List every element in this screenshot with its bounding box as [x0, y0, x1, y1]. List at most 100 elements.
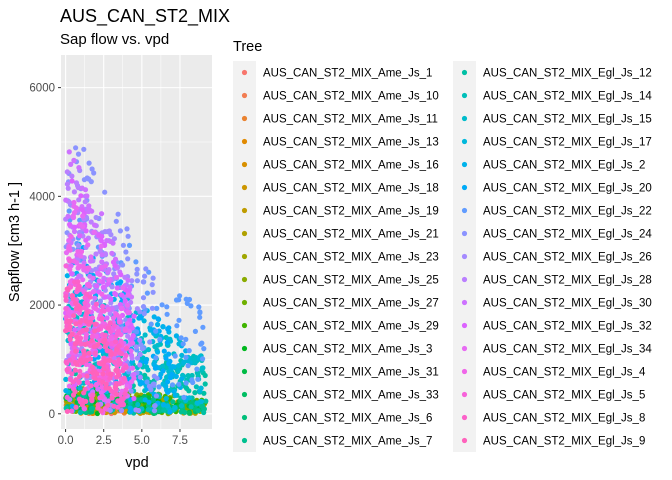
data-point — [90, 275, 96, 281]
data-point — [119, 351, 125, 357]
data-point — [172, 392, 178, 398]
data-point — [97, 298, 103, 304]
y-tick-label: 6000 — [29, 83, 55, 95]
data-point — [156, 408, 163, 414]
legend-item: AUS_CAN_ST2_MIX_Ame_Js_33 — [233, 383, 439, 406]
data-point — [144, 379, 150, 385]
data-point — [126, 242, 133, 248]
data-point — [83, 332, 89, 338]
legend-label: AUS_CAN_ST2_MIX_Egl_Js_22 — [483, 206, 652, 218]
data-point — [155, 349, 161, 355]
data-point — [198, 341, 204, 347]
data-point — [150, 381, 156, 387]
legend-item: AUS_CAN_ST2_MIX_Ame_Js_1 — [233, 61, 432, 84]
data-point — [71, 199, 77, 206]
data-point — [77, 319, 83, 325]
data-point — [69, 293, 76, 299]
data-point — [123, 387, 129, 393]
data-point — [80, 213, 86, 219]
data-point — [71, 189, 77, 195]
data-point — [89, 338, 95, 344]
data-point — [83, 398, 89, 404]
data-point — [115, 330, 121, 336]
data-point — [73, 404, 79, 410]
legend-item: AUS_CAN_ST2_MIX_Egl_Js_14 — [453, 84, 652, 107]
data-point — [73, 377, 79, 383]
data-point — [63, 359, 69, 365]
data-point — [150, 289, 156, 295]
data-point — [111, 236, 117, 242]
legend-marker — [241, 184, 248, 191]
legend-marker — [461, 138, 468, 145]
legend-label: AUS_CAN_ST2_MIX_Ame_Js_31 — [263, 367, 439, 379]
data-point — [86, 160, 92, 166]
data-point — [181, 359, 187, 365]
data-point — [127, 409, 134, 415]
data-point — [148, 387, 154, 393]
data-point — [83, 318, 90, 325]
legend-label: AUS_CAN_ST2_MIX_Egl_Js_9 — [483, 436, 645, 448]
data-point — [115, 398, 121, 404]
data-point — [79, 248, 85, 255]
data-point — [201, 409, 207, 416]
data-point — [160, 324, 166, 330]
data-point — [96, 278, 102, 284]
legend-label: AUS_CAN_ST2_MIX_Egl_Js_17 — [483, 137, 652, 149]
data-point — [199, 365, 205, 371]
legend-marker — [241, 69, 248, 76]
data-point — [69, 408, 75, 414]
data-point — [64, 286, 70, 292]
data-point — [145, 347, 152, 353]
data-point — [117, 392, 123, 398]
data-point — [73, 305, 79, 312]
data-point — [163, 395, 169, 402]
data-point — [64, 367, 70, 373]
legend-item: AUS_CAN_ST2_MIX_Ame_Js_19 — [233, 199, 439, 222]
legend-label: AUS_CAN_ST2_MIX_Ame_Js_16 — [263, 160, 439, 172]
data-point — [87, 207, 93, 213]
legend-label: AUS_CAN_ST2_MIX_Egl_Js_34 — [483, 344, 652, 356]
data-point — [92, 321, 98, 327]
data-point — [106, 277, 112, 283]
data-point — [77, 221, 83, 227]
data-point — [86, 176, 92, 182]
data-point — [157, 336, 163, 342]
data-point — [155, 316, 161, 322]
legend-label: AUS_CAN_ST2_MIX_Egl_Js_20 — [483, 183, 652, 195]
data-point — [68, 234, 74, 240]
data-point — [176, 297, 182, 303]
data-point — [143, 266, 149, 272]
legend-item: AUS_CAN_ST2_MIX_Ame_Js_25 — [233, 268, 439, 291]
data-point — [179, 376, 185, 382]
data-point — [107, 238, 113, 244]
legend-item: AUS_CAN_ST2_MIX_Ame_Js_3 — [233, 337, 432, 360]
data-point — [96, 360, 102, 366]
data-point — [75, 185, 81, 191]
data-point — [64, 394, 70, 400]
legend-marker — [461, 391, 468, 398]
data-point — [86, 350, 92, 356]
legend-marker — [461, 276, 468, 283]
data-point — [71, 157, 77, 163]
legend-item: AUS_CAN_ST2_MIX_Egl_Js_5 — [453, 383, 645, 406]
data-point — [85, 265, 91, 271]
data-point — [169, 382, 176, 388]
data-point — [201, 390, 207, 396]
data-point — [181, 394, 187, 400]
data-point — [112, 290, 118, 297]
data-point — [94, 410, 100, 417]
data-point — [99, 259, 105, 265]
data-point — [140, 304, 147, 310]
legend-label: AUS_CAN_ST2_MIX_Egl_Js_8 — [483, 413, 645, 425]
legend-label: AUS_CAN_ST2_MIX_Egl_Js_32 — [483, 321, 652, 333]
legend-marker — [241, 161, 248, 168]
data-point — [108, 232, 114, 238]
data-point — [95, 341, 101, 348]
data-point — [76, 273, 82, 279]
data-point — [176, 363, 182, 369]
data-point — [194, 366, 200, 372]
data-point — [100, 284, 106, 290]
data-point — [67, 336, 73, 342]
data-point — [73, 180, 80, 186]
data-point — [173, 373, 179, 379]
